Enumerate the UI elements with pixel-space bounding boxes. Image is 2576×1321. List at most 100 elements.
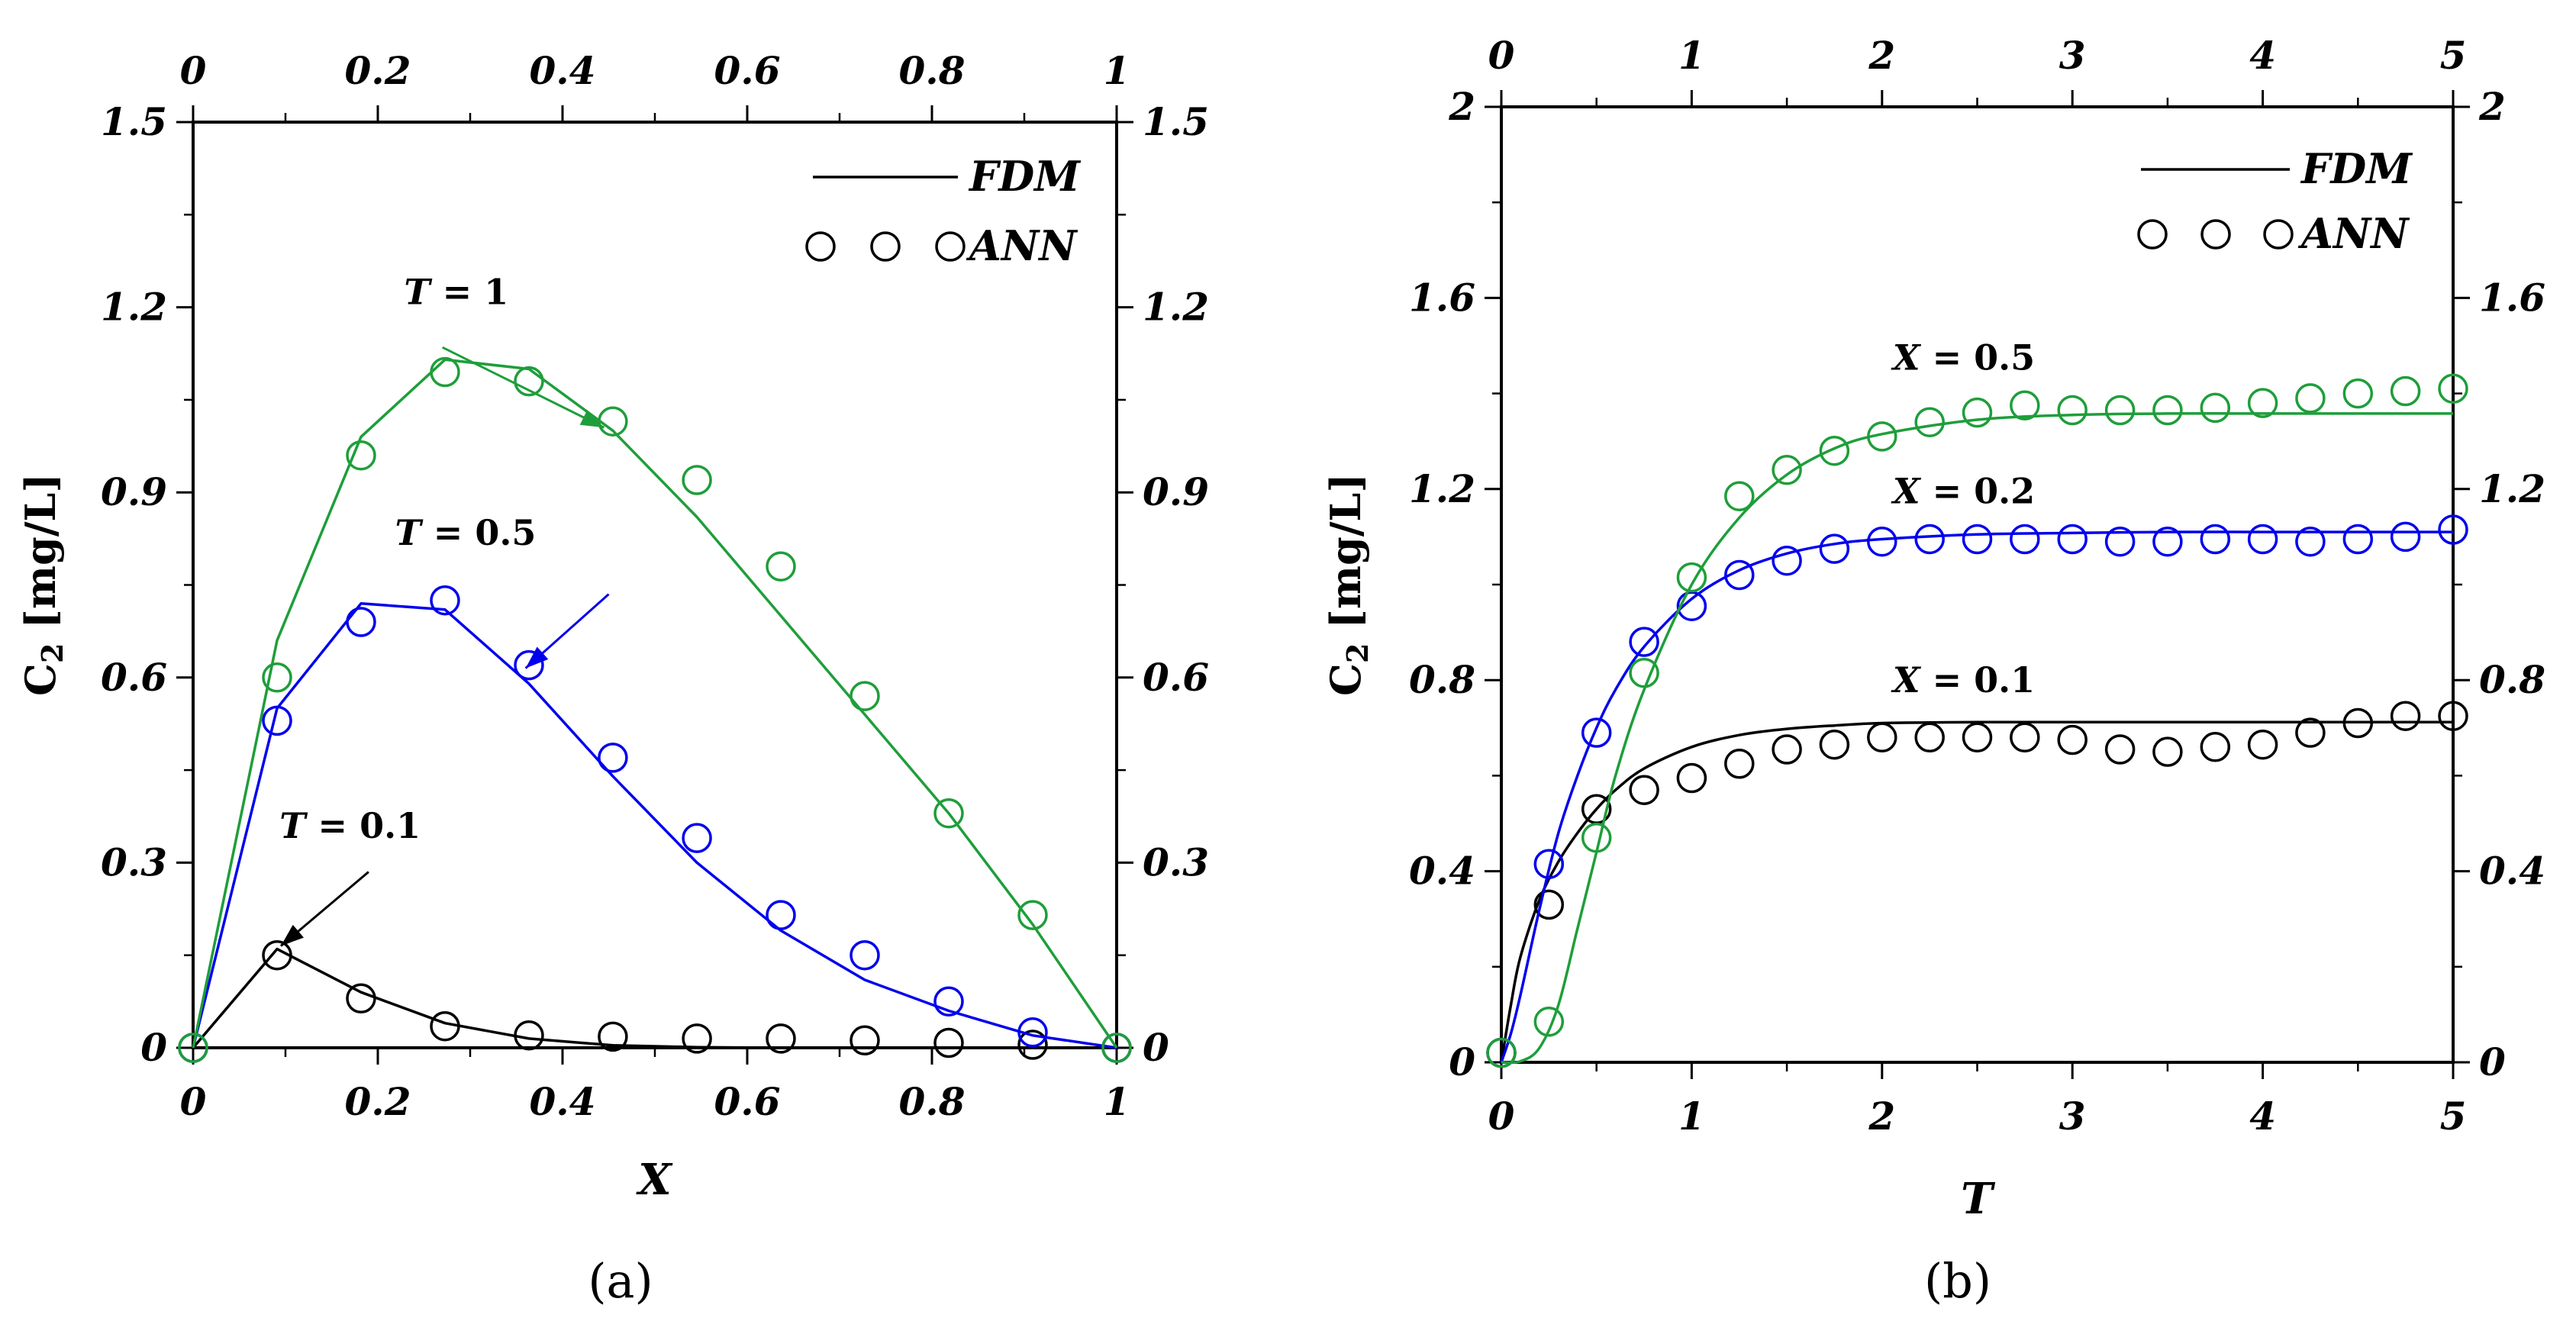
ann-marker (2390, 521, 2421, 553)
ann-marker (2057, 395, 2088, 426)
ann-marker (2152, 736, 2183, 767)
ann-marker (2247, 524, 2278, 555)
ann-marker (1676, 562, 1707, 593)
ann-marker (2390, 701, 2421, 731)
ann-marker (514, 649, 544, 681)
x-tick-label-bottom: 0 (1488, 1094, 1515, 1139)
y-tick-label-right: 1.6 (2479, 275, 2545, 320)
fdm-line-3 (1501, 412, 2453, 1065)
ann-marker (430, 585, 460, 616)
legend-label-fdm: FDM (2300, 144, 2413, 193)
ann-marker (514, 366, 544, 397)
ann-marker (2342, 378, 2374, 409)
x-tick-label-top: 0.6 (714, 48, 781, 93)
x-tick-label-top: 0 (180, 48, 207, 93)
y-tick-label-right: 1.2 (2479, 466, 2545, 511)
x-tick-label-top: 0.8 (899, 48, 966, 93)
panel-label: (a) (588, 1253, 653, 1309)
ann-marker (766, 1023, 796, 1054)
fdm-line-3 (192, 358, 1118, 1049)
y-tick-label-left: 0.8 (1409, 657, 1475, 702)
ann-marker (1962, 524, 1993, 555)
annotation-arrow-head (525, 646, 549, 669)
legend-label-ann: ANN (2297, 209, 2410, 258)
ann-marker (2200, 732, 2231, 762)
ann-marker (1676, 762, 1707, 794)
x-tick-label-top: 4 (2249, 33, 2276, 78)
y-tick-label-left: 2 (1448, 84, 1475, 129)
y-tick-label-right: 1.2 (1143, 285, 1209, 330)
legend-marker-sample (935, 231, 966, 262)
ann-marker (2010, 524, 2040, 555)
series-annotation-3: T = 0.1 (279, 805, 421, 846)
y-tick-label-right: 0 (2479, 1039, 2506, 1084)
ann-marker (1724, 749, 1755, 779)
fdm-line-2 (1500, 530, 2453, 1063)
y-tick-label-right: 0.3 (1143, 839, 1209, 884)
x-tick-label-top: 5 (2440, 33, 2467, 78)
y-tick-label-left: 1.5 (101, 99, 167, 144)
panel-label: (b) (1924, 1253, 1991, 1309)
series-annotation-2: T = 0.5 (395, 512, 537, 553)
ann-marker (1914, 722, 1945, 753)
x-tick-label-bottom: 3 (2059, 1094, 2086, 1139)
ann-marker (1533, 1007, 1565, 1037)
annotation-arrow-shaft (442, 346, 605, 429)
ann-marker (850, 1025, 880, 1056)
ann-marker (2152, 395, 2183, 426)
x-tick-label-bottom: 0.6 (714, 1079, 781, 1124)
legend-marker-sample (2137, 219, 2168, 250)
ann-marker (1724, 481, 1755, 511)
ann-marker (262, 705, 292, 736)
ann-marker (2057, 524, 2088, 555)
y-tick-label-left: 1.6 (1409, 275, 1475, 320)
ann-marker (2438, 373, 2468, 404)
x-tick-label-top: 0.4 (530, 48, 596, 93)
y-tick-label-right: 0.4 (2479, 849, 2545, 894)
y-tick-label-left: 0.9 (101, 469, 167, 514)
x-tick-label-bottom: 0.8 (899, 1079, 966, 1124)
x-axis-label: X (636, 1155, 673, 1205)
x-tick-label-top: 0 (1488, 33, 1515, 78)
ann-marker (1017, 1017, 1048, 1048)
ann-marker (346, 983, 376, 1014)
ann-marker (2104, 395, 2136, 426)
ann-marker (2295, 526, 2326, 557)
x-tick-label-top: 3 (2059, 33, 2086, 78)
series-annotation-1: X = 0.5 (1891, 337, 2035, 378)
ann-marker (262, 662, 292, 693)
ann-marker (2010, 390, 2040, 421)
ann-marker (1629, 775, 1659, 805)
ann-marker (1772, 734, 1802, 765)
y-tick-label-left: 0.3 (101, 839, 167, 884)
legend-marker-sample (2200, 219, 2231, 250)
ann-marker (1533, 889, 1565, 920)
y-tick-label-right: 0 (1143, 1025, 1169, 1070)
ann-marker (1581, 717, 1612, 748)
ann-marker (2010, 722, 2040, 753)
ann-marker (430, 356, 460, 388)
x-tick-label-top: 0.2 (345, 48, 411, 93)
ann-marker (1724, 559, 1755, 591)
ann-marker (1486, 1037, 1517, 1068)
ann-marker (598, 743, 628, 773)
ann-marker (2342, 707, 2374, 739)
x-tick-label-top: 1 (1678, 33, 1705, 78)
y-axis-label: C2 [mg/L] (1321, 473, 1375, 696)
x-tick-label-bottom: 1 (1678, 1094, 1705, 1139)
ann-marker (1914, 524, 1945, 555)
ann-marker (766, 551, 796, 582)
ann-marker (1962, 397, 1993, 428)
legend-marker-sample (2263, 219, 2294, 250)
ann-marker (2247, 729, 2278, 760)
ann-marker (850, 681, 880, 711)
fdm-line-1 (1500, 720, 2453, 1063)
y-tick-label-left: 1.2 (101, 285, 167, 330)
y-tick-label-left: 0.6 (101, 655, 167, 700)
x-tick-label-top: 2 (1868, 33, 1895, 78)
annotation-arrow-head (579, 410, 605, 428)
ann-marker (2104, 734, 2136, 765)
ann-marker (766, 900, 796, 930)
